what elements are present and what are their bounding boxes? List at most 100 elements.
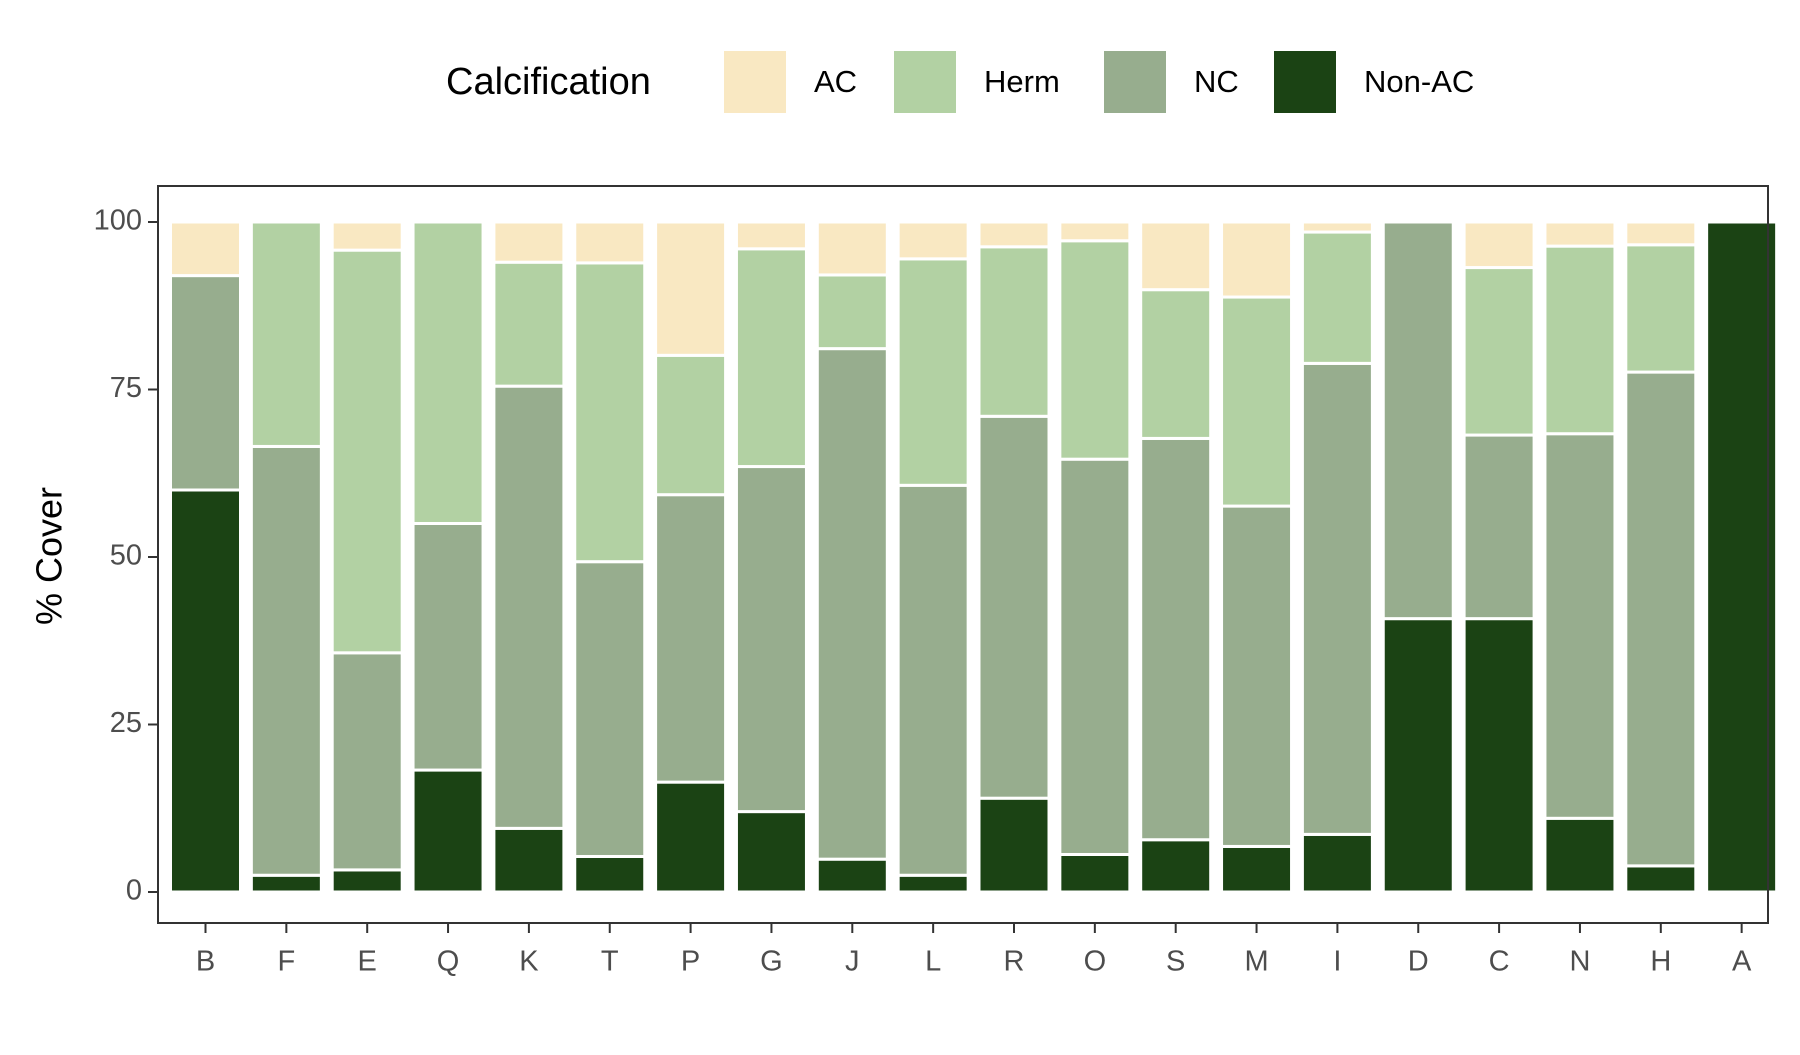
- bar-segment-S-herm: [1139, 288, 1213, 440]
- legend-label-nc: NC: [1194, 64, 1239, 99]
- x-tick-label-T: T: [601, 946, 619, 978]
- y-tick-label: 0: [126, 875, 142, 907]
- x-tick-label-K: K: [519, 946, 539, 978]
- legend-title: Calcification: [446, 61, 651, 103]
- bar-segment-C-herm: [1462, 266, 1536, 437]
- x-tick-label-B: B: [196, 946, 215, 978]
- bar-segment-H-nc: [1624, 370, 1698, 868]
- x-tick-label-D: D: [1408, 946, 1429, 978]
- bar-segment-I-ac: [1300, 220, 1374, 234]
- bar-segment-P-nc: [654, 493, 728, 784]
- bar-segment-I-herm: [1300, 230, 1374, 365]
- bar-segment-O-ac: [1058, 220, 1132, 243]
- bar-segment-P-herm: [654, 353, 728, 497]
- bar-segment-L-herm: [896, 257, 970, 487]
- legend-swatch-nc: [1104, 51, 1166, 113]
- bar-segment-T-nc: [573, 560, 647, 858]
- bar-segment-M-nc: [1220, 504, 1294, 848]
- bar-segment-C-nc: [1462, 433, 1536, 621]
- bar-segment-E-nc: [330, 651, 404, 872]
- bar-segment-O-non-ac: [1058, 852, 1132, 894]
- bar-segment-R-ac: [977, 220, 1051, 249]
- bar-segment-O-nc: [1058, 457, 1132, 856]
- y-tick-label: 50: [110, 540, 142, 572]
- bar-segment-L-non-ac: [896, 873, 970, 894]
- plot-panel-border: [157, 185, 1769, 924]
- x-tick-label-Q: Q: [437, 946, 460, 978]
- y-tick-label: 25: [110, 707, 142, 739]
- bar-segment-F-herm: [249, 220, 323, 448]
- bar-segment-M-herm: [1220, 295, 1294, 508]
- x-tick-label-N: N: [1569, 946, 1590, 978]
- bar-segment-H-herm: [1624, 243, 1698, 374]
- bar-segment-L-nc: [896, 483, 970, 877]
- x-tick-label-M: M: [1244, 946, 1268, 978]
- bar-segment-B-nc: [169, 274, 242, 492]
- x-tick-label-C: C: [1489, 946, 1510, 978]
- bar-segment-M-ac: [1220, 220, 1294, 299]
- bar-segment-H-non-ac: [1624, 864, 1698, 894]
- bar-segment-F-nc: [249, 444, 323, 877]
- bar-segment-E-non-ac: [330, 868, 404, 894]
- x-tick-label-G: G: [760, 946, 783, 978]
- bar-segment-C-non-ac: [1462, 617, 1536, 894]
- x-tick-label-E: E: [358, 946, 377, 978]
- bar-segment-M-non-ac: [1220, 844, 1294, 894]
- x-tick-label-A: A: [1732, 946, 1752, 978]
- bar-segment-J-ac: [815, 220, 889, 277]
- legend: Calcification AC Herm NC Non-AC: [446, 51, 1474, 113]
- bar-segment-H-ac: [1624, 220, 1698, 247]
- x-tick-label-R: R: [1004, 946, 1025, 978]
- bar-segment-J-nc: [815, 347, 889, 861]
- x-tick-label-I: I: [1333, 946, 1341, 978]
- y-axis-title: % Cover: [29, 487, 70, 625]
- bar-segment-T-ac: [573, 220, 647, 265]
- bar-segment-N-ac: [1543, 220, 1617, 248]
- x-tick-label-J: J: [845, 946, 860, 978]
- bar-segment-G-nc: [734, 465, 808, 814]
- bar-segment-A-non-ac: [1705, 220, 1779, 894]
- bar-segment-K-non-ac: [492, 826, 566, 894]
- x-tick-label-L: L: [925, 946, 941, 978]
- bar-segment-E-herm: [330, 248, 404, 655]
- plot-bars: [169, 220, 1779, 894]
- bar-segment-I-non-ac: [1300, 832, 1374, 894]
- x-tick-label-H: H: [1650, 946, 1671, 978]
- bar-segment-J-non-ac: [815, 857, 889, 894]
- legend-label-herm: Herm: [984, 64, 1060, 99]
- bar-segment-N-herm: [1543, 244, 1617, 436]
- bar-segment-G-ac: [734, 220, 808, 251]
- bar-segment-R-nc: [977, 414, 1051, 800]
- bar-segment-R-herm: [977, 245, 1051, 418]
- bar-segment-R-non-ac: [977, 796, 1051, 894]
- bar-segment-K-nc: [492, 384, 566, 830]
- bar-segment-J-herm: [815, 273, 889, 351]
- bar-segment-Q-herm: [411, 220, 485, 525]
- bar-segment-L-ac: [896, 220, 970, 261]
- bar-segment-E-ac: [330, 220, 404, 252]
- bar-segment-D-non-ac: [1381, 617, 1455, 894]
- y-axis: 0 25 50 75 100: [94, 205, 158, 907]
- bar-segment-N-nc: [1543, 432, 1617, 820]
- bar-segment-Q-nc: [411, 522, 485, 772]
- bar-segment-O-herm: [1058, 239, 1132, 461]
- bar-segment-K-ac: [492, 220, 566, 264]
- bar-segment-Q-non-ac: [411, 768, 485, 894]
- bar-segment-I-nc: [1300, 361, 1374, 836]
- bar-segment-F-non-ac: [249, 873, 323, 894]
- x-tick-label-P: P: [681, 946, 700, 978]
- y-tick-label: 75: [110, 372, 142, 404]
- x-tick-label-S: S: [1166, 946, 1185, 978]
- legend-swatch-ac: [724, 51, 786, 113]
- x-tick-label-F: F: [277, 946, 295, 978]
- bar-segment-T-non-ac: [573, 854, 647, 894]
- legend-swatch-herm: [894, 51, 956, 113]
- bar-segment-G-herm: [734, 247, 808, 469]
- bar-segment-S-non-ac: [1139, 838, 1213, 894]
- bar-segment-G-non-ac: [734, 810, 808, 894]
- bar-segment-D-nc: [1381, 220, 1455, 621]
- bar-segment-K-herm: [492, 260, 566, 388]
